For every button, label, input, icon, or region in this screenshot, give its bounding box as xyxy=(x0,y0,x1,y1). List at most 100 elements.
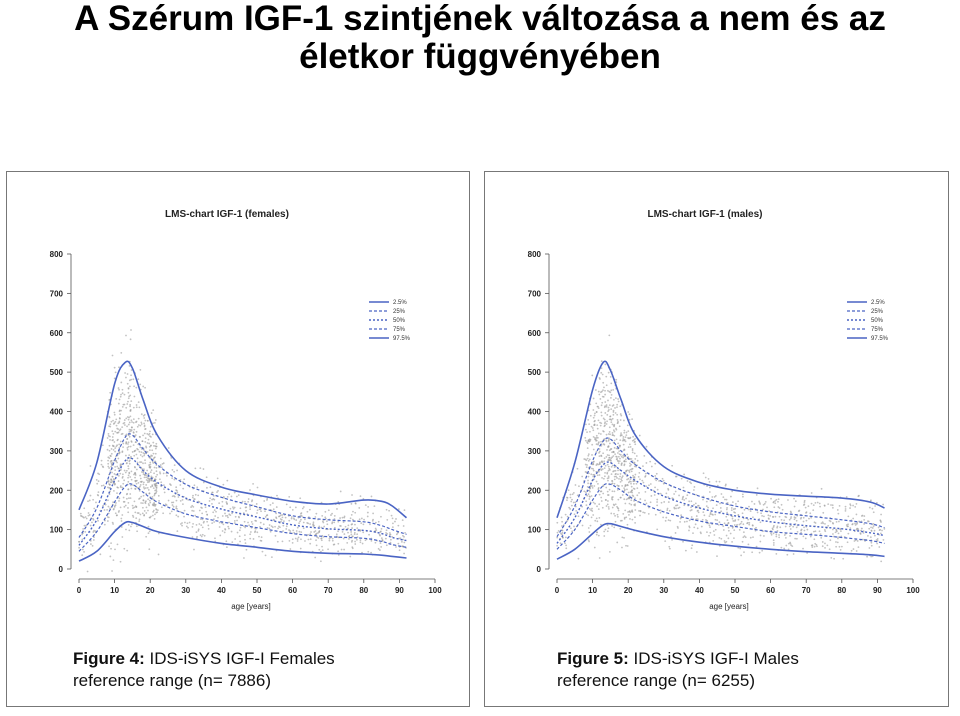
scatter-point xyxy=(572,501,575,504)
scatter-point xyxy=(370,539,373,542)
scatter-point xyxy=(394,520,396,523)
scatter-point xyxy=(713,534,716,536)
scatter-point xyxy=(153,421,156,424)
scatter-point xyxy=(192,522,194,525)
scatter-point xyxy=(132,516,135,518)
scatter-point xyxy=(116,492,118,495)
scatter-point xyxy=(585,500,588,503)
scatter-point xyxy=(604,464,607,467)
scatter-point xyxy=(115,397,118,400)
scatter-point xyxy=(118,443,121,446)
scatter-point xyxy=(573,513,576,516)
scatter-point xyxy=(389,541,392,544)
scatter-point xyxy=(121,486,124,489)
scatter-point xyxy=(590,509,592,512)
scatter-point xyxy=(148,548,151,551)
scatter-point xyxy=(144,462,147,465)
scatter-point xyxy=(644,475,647,477)
scatter-point xyxy=(136,486,139,489)
scatter-point xyxy=(715,480,718,483)
scatter-point xyxy=(709,526,711,529)
scatter-point xyxy=(784,525,787,528)
scatter-point xyxy=(360,517,363,520)
scatter-point xyxy=(629,518,631,520)
scatter-point xyxy=(359,495,362,498)
scatter-point xyxy=(135,505,138,508)
scatter-point xyxy=(308,508,311,511)
scatter-point xyxy=(794,500,797,503)
scatter-point xyxy=(614,520,617,523)
scatter-point xyxy=(149,430,151,433)
scatter-point xyxy=(607,527,610,530)
scatter-point xyxy=(201,526,204,529)
scatter-point xyxy=(128,529,131,532)
scatter-point xyxy=(242,525,245,527)
scatter-point xyxy=(309,523,311,525)
scatter-point xyxy=(692,532,694,535)
x-tick-label: 60 xyxy=(766,586,775,595)
scatter-point xyxy=(610,389,613,392)
scatter-point xyxy=(632,495,635,498)
scatter-point xyxy=(589,495,591,498)
scatter-point xyxy=(230,530,233,533)
series-line-50pct xyxy=(78,457,407,546)
scatter-point xyxy=(629,458,631,461)
scatter-point xyxy=(320,537,323,540)
scatter-point xyxy=(595,402,598,405)
scatter-point xyxy=(621,494,624,496)
scatter-point xyxy=(625,431,628,434)
scatter-point xyxy=(99,553,102,556)
scatter-point xyxy=(196,535,199,538)
scatter-point xyxy=(314,530,317,532)
scatter-point xyxy=(222,495,225,498)
scatter-point xyxy=(146,451,149,453)
scatter-point xyxy=(674,490,677,493)
scatter-point xyxy=(127,434,130,436)
scatter-point xyxy=(149,425,152,428)
scatter-point xyxy=(282,520,285,523)
scatter-point xyxy=(816,545,818,548)
scatter-point xyxy=(595,517,598,520)
scatter-point xyxy=(718,521,721,524)
scatter-point xyxy=(373,505,376,508)
scatter-point xyxy=(734,519,737,521)
scatter-point xyxy=(608,508,610,510)
scatter-point xyxy=(152,487,155,490)
scatter-point xyxy=(638,471,641,474)
series-line-25pct xyxy=(78,483,407,552)
scatter-point xyxy=(169,512,171,515)
x-tick-label: 0 xyxy=(77,586,82,595)
scatter-point xyxy=(639,498,642,500)
scatter-point xyxy=(623,487,626,490)
scatter-point xyxy=(622,438,625,440)
y-tick-label: 700 xyxy=(528,289,542,298)
scatter-point xyxy=(244,538,246,541)
scatter-point xyxy=(774,515,777,518)
scatter-point xyxy=(81,554,84,557)
scatter-point xyxy=(140,421,143,424)
scatter-point xyxy=(707,522,710,525)
scatter-point xyxy=(312,521,315,524)
scatter-point xyxy=(368,533,370,536)
scatter-point xyxy=(878,546,881,548)
scatter-point xyxy=(137,424,140,426)
scatter-point xyxy=(367,550,370,553)
scatter-point xyxy=(603,418,606,421)
scatter-point xyxy=(160,466,163,469)
scatter-point xyxy=(146,486,149,489)
scatter-point xyxy=(632,435,635,438)
x-tick-label: 40 xyxy=(695,586,704,595)
scatter-point xyxy=(712,530,715,533)
scatter-point xyxy=(766,506,768,509)
scatter-point xyxy=(770,533,773,536)
scatter-point xyxy=(602,452,605,455)
scatter-point xyxy=(690,516,693,518)
scatter-point xyxy=(108,457,111,460)
scatter-point xyxy=(213,498,216,501)
scatter-point xyxy=(621,476,623,479)
scatter-point xyxy=(176,469,178,472)
scatter-point xyxy=(748,521,751,524)
scatter-point xyxy=(597,508,600,511)
scatter-point xyxy=(602,477,605,480)
scatter-point xyxy=(167,447,170,449)
